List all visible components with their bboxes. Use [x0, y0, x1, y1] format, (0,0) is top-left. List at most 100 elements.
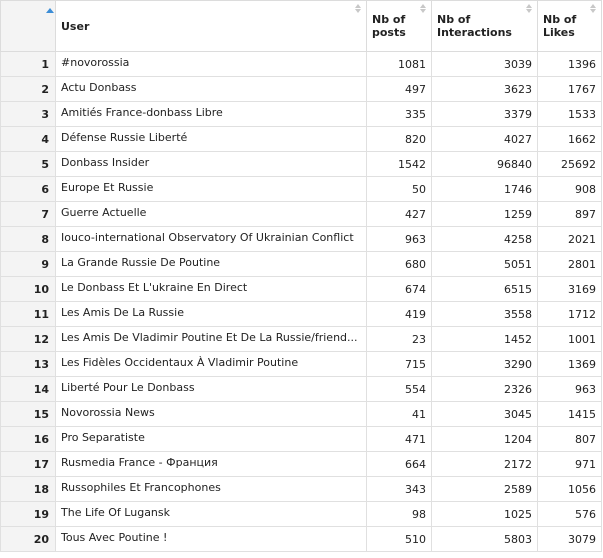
sort-icon [590, 4, 596, 14]
user-cell: #novorossia [55, 51, 367, 77]
interactions-cell: 2326 [431, 376, 538, 402]
likes-cell: 908 [537, 176, 602, 202]
interactions-cell: 4258 [431, 226, 538, 252]
table-row[interactable]: 10 Le Donbass Et L'ukraine En Direct 674 65… [0, 276, 602, 302]
column-header-posts[interactable]: Nb of posts [366, 0, 432, 52]
likes-cell: 1662 [537, 126, 602, 152]
likes-cell: 971 [537, 451, 602, 477]
column-header-label: User [61, 19, 90, 33]
table-row[interactable]: 6 Europe Et Russie 50 1746 908 [0, 176, 602, 202]
column-header-user[interactable]: User [55, 0, 367, 52]
row-index-cell: 16 [0, 426, 56, 452]
table-row[interactable]: 9 La Grande Russie De Poutine 680 5051 2801 [0, 251, 602, 277]
posts-cell: 98 [366, 501, 432, 527]
interactions-cell: 2172 [431, 451, 538, 477]
user-cell: Pro Separatiste [55, 426, 367, 452]
likes-cell: 3169 [537, 276, 602, 302]
table-row[interactable]: 16 Pro Separatiste 471 1204 807 [0, 426, 602, 452]
likes-cell: 1369 [537, 351, 602, 377]
table-row[interactable]: 18 Russophiles Et Francophones 343 2589 1056 [0, 476, 602, 502]
user-cell: Défense Russie Liberté [55, 126, 367, 152]
posts-cell: 23 [366, 326, 432, 352]
table-row[interactable]: 14 Liberté Pour Le Donbass 554 2326 963 [0, 376, 602, 402]
column-header-likes[interactable]: Nb of Likes [537, 0, 602, 52]
table-row[interactable]: 4 Défense Russie Liberté 820 4027 1662 [0, 126, 602, 152]
table-row[interactable]: 13 Les Fidèles Occidentaux À Vladimir Pou… [0, 351, 602, 377]
likes-cell: 576 [537, 501, 602, 527]
interactions-cell: 1025 [431, 501, 538, 527]
posts-cell: 335 [366, 101, 432, 127]
interactions-cell: 1452 [431, 326, 538, 352]
user-cell: Donbass Insider [55, 151, 367, 177]
row-index-cell: 5 [0, 151, 56, 177]
row-index-cell: 3 [0, 101, 56, 127]
table-row[interactable]: 5 Donbass Insider 1542 96840 25692 [0, 151, 602, 177]
sort-icon [355, 4, 361, 14]
row-index-cell: 11 [0, 301, 56, 327]
interactions-cell: 96840 [431, 151, 538, 177]
row-index-cell: 9 [0, 251, 56, 277]
posts-cell: 41 [366, 401, 432, 427]
table-row[interactable]: 7 Guerre Actuelle 427 1259 897 [0, 201, 602, 227]
row-index-cell: 10 [0, 276, 56, 302]
interactions-cell: 6515 [431, 276, 538, 302]
posts-cell: 497 [366, 76, 432, 102]
likes-cell: 897 [537, 201, 602, 227]
likes-cell: 3079 [537, 526, 602, 552]
posts-cell: 680 [366, 251, 432, 277]
user-cell: Amitiés France-donbass Libre [55, 101, 367, 127]
interactions-cell: 1259 [431, 201, 538, 227]
likes-cell: 2801 [537, 251, 602, 277]
table-row[interactable]: 15 Novorossia News 41 3045 1415 [0, 401, 602, 427]
sort-icon [420, 4, 426, 14]
table-row[interactable]: 3 Amitiés France-donbass Libre 335 3379 1533 [0, 101, 602, 127]
user-cell: Les Amis De Vladimir Poutine Et De La Ru… [55, 326, 367, 352]
user-cell: Liberté Pour Le Donbass [55, 376, 367, 402]
interactions-cell: 3379 [431, 101, 538, 127]
table-row[interactable]: 1 #novorossia 1081 3039 1396 [0, 51, 602, 77]
table-row[interactable]: 17 Rusmedia France - Франция 664 2172 971 [0, 451, 602, 477]
column-header-interactions[interactable]: Nb of Interactions [431, 0, 538, 52]
likes-cell: 1533 [537, 101, 602, 127]
likes-cell: 1767 [537, 76, 602, 102]
interactions-cell: 5051 [431, 251, 538, 277]
likes-cell: 1056 [537, 476, 602, 502]
user-cell: Le Donbass Et L'ukraine En Direct [55, 276, 367, 302]
table-row[interactable]: 11 Les Amis De La Russie 419 3558 1712 [0, 301, 602, 327]
interactions-cell: 4027 [431, 126, 538, 152]
sort-ascending-icon [46, 8, 54, 13]
interactions-cell: 1204 [431, 426, 538, 452]
user-cell: The Life Of Lugansk [55, 501, 367, 527]
posts-cell: 1081 [366, 51, 432, 77]
posts-cell: 427 [366, 201, 432, 227]
posts-cell: 471 [366, 426, 432, 452]
posts-cell: 510 [366, 526, 432, 552]
user-cell: Novorossia News [55, 401, 367, 427]
user-cell: Russophiles Et Francophones [55, 476, 367, 502]
user-cell: La Grande Russie De Poutine [55, 251, 367, 277]
row-index-cell: 17 [0, 451, 56, 477]
table-row[interactable]: 20 Tous Avec Poutine ! 510 5803 3079 [0, 526, 602, 552]
likes-cell: 25692 [537, 151, 602, 177]
user-cell: Rusmedia France - Франция [55, 451, 367, 477]
table-row[interactable]: 2 Actu Donbass 497 3623 1767 [0, 76, 602, 102]
table-row[interactable]: 8 Iouco-international Observatory Of Ukra… [0, 226, 602, 252]
row-index-cell: 7 [0, 201, 56, 227]
interactions-cell: 2589 [431, 476, 538, 502]
table-row[interactable]: 19 The Life Of Lugansk 98 1025 576 [0, 501, 602, 527]
column-header-index[interactable] [0, 0, 56, 52]
table-row[interactable]: 12 Les Amis De Vladimir Poutine Et De La … [0, 326, 602, 352]
likes-cell: 1396 [537, 51, 602, 77]
likes-cell: 1001 [537, 326, 602, 352]
row-index-cell: 2 [0, 76, 56, 102]
user-cell: Les Fidèles Occidentaux À Vladimir Pouti… [55, 351, 367, 377]
interactions-cell: 3045 [431, 401, 538, 427]
posts-cell: 820 [366, 126, 432, 152]
interactions-cell: 1746 [431, 176, 538, 202]
posts-cell: 1542 [366, 151, 432, 177]
user-cell: Tous Avec Poutine ! [55, 526, 367, 552]
posts-cell: 963 [366, 226, 432, 252]
user-cell: Iouco-international Observatory Of Ukrai… [55, 226, 367, 252]
sort-icon [526, 4, 532, 14]
